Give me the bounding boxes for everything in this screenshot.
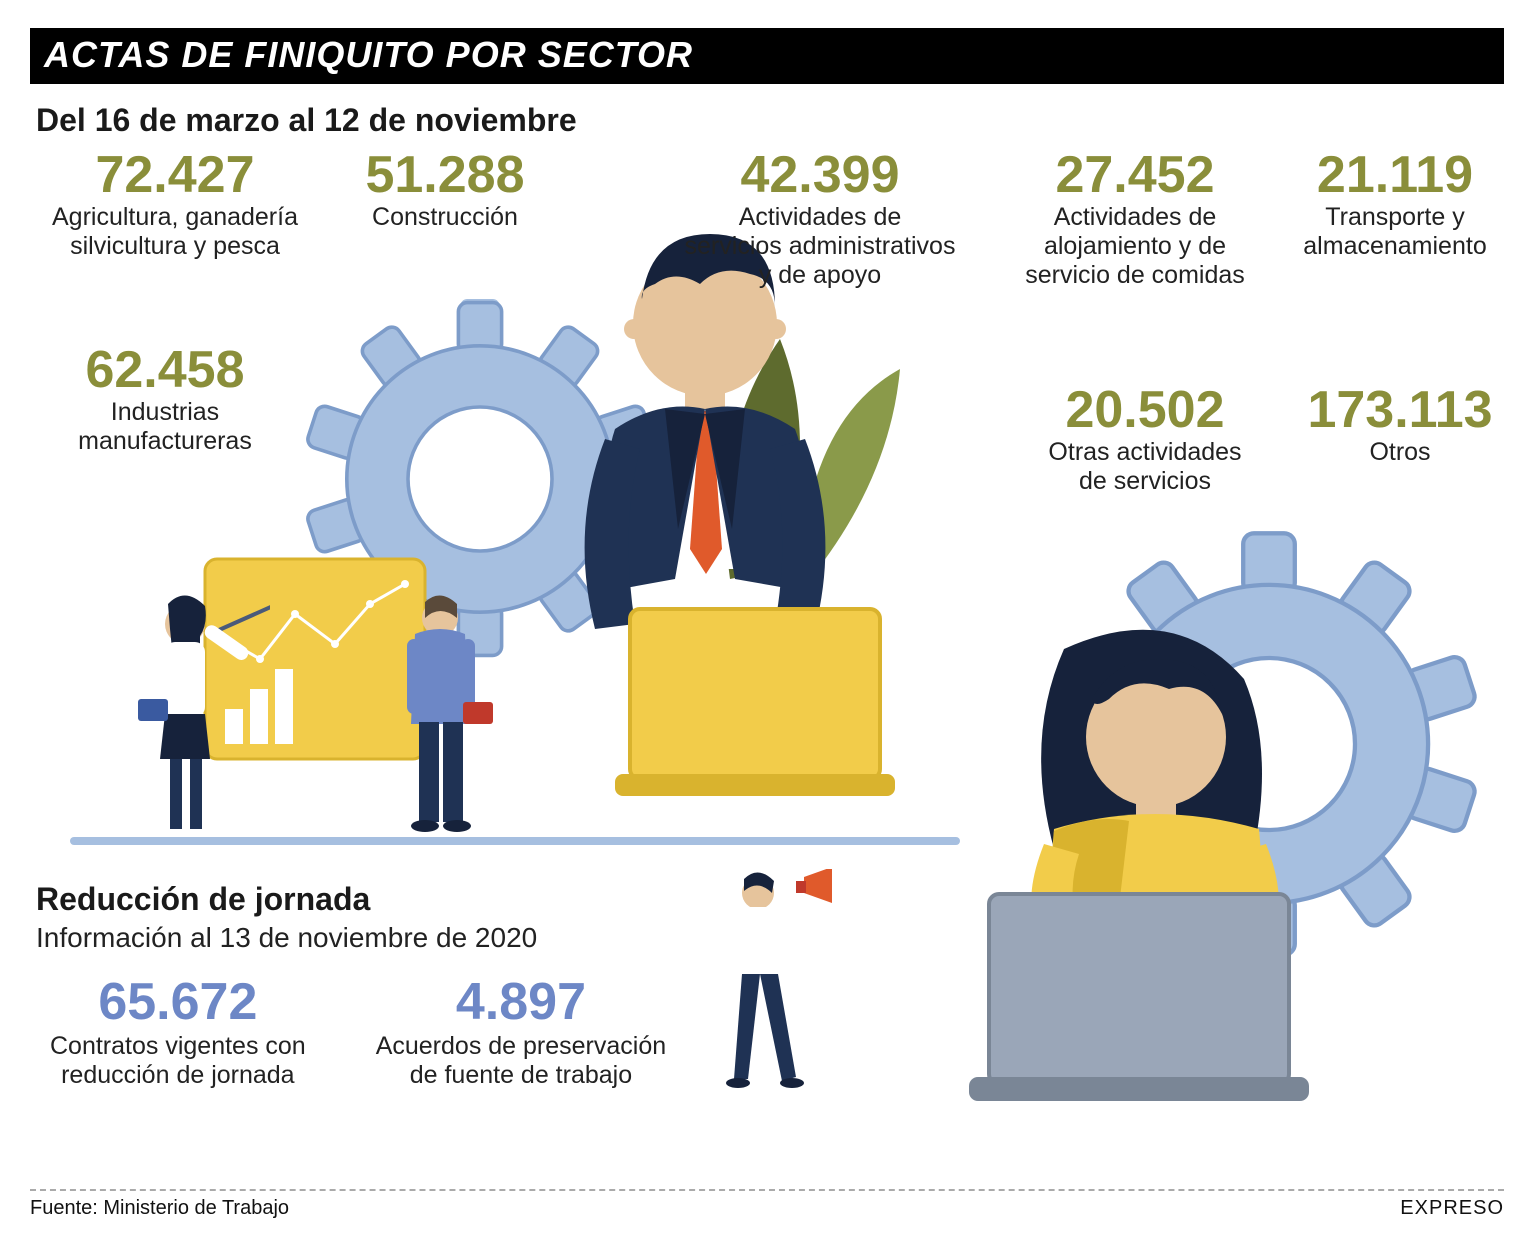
stat-label: Construcción: [330, 203, 560, 232]
stat-transporte: 21.119 Transporte yalmacenamiento: [1280, 149, 1510, 261]
stat-otras-servicios: 20.502 Otras actividadesde servicios: [1015, 384, 1275, 496]
stat-acuerdos: 4.897 Acuerdos de preservaciónde fuente …: [376, 972, 666, 1090]
footer: Fuente: Ministerio de Trabajo EXPRESO: [30, 1189, 1504, 1220]
section2-title: Reducción de jornada: [36, 881, 810, 918]
stat-otros: 173.113 Otros: [1285, 384, 1515, 467]
section2: Reducción de jornada Información al 13 d…: [30, 869, 810, 1090]
stat-agricultura: 72.427 Agricultura, ganaderíasilvicultur…: [30, 149, 320, 261]
stat-value: 27.452: [1000, 149, 1270, 201]
stat-label: Actividades dealojamiento y deservicio d…: [1000, 203, 1270, 289]
presenter-woman-icon: [130, 594, 270, 854]
standing-man-icon: [385, 594, 515, 854]
stat-manufactureras: 62.458 Industriasmanufactureras: [40, 344, 290, 456]
stat-alojamiento: 27.452 Actividades dealojamiento y deser…: [1000, 149, 1270, 289]
stat-label: Otras actividadesde servicios: [1015, 438, 1275, 496]
gear-right-icon: [1054, 529, 1484, 959]
main-title: ACTAS DE FINIQUITO POR SECTOR: [44, 34, 693, 75]
stat-label: Industriasmanufactureras: [40, 398, 290, 456]
stat-contratos: 65.672 Contratos vigentes conreducción d…: [50, 972, 306, 1090]
stat-value: 62.458: [40, 344, 290, 396]
stat-value: 21.119: [1280, 149, 1510, 201]
footer-source: Fuente: Ministerio de Trabajo: [30, 1197, 289, 1220]
stat-label: Contratos vigentes conreducción de jorna…: [50, 1032, 306, 1090]
stat-servicios-admin: 42.399 Actividades deservicios administr…: [670, 149, 970, 289]
chart-board-icon: [195, 549, 445, 799]
section2-subtitle: Información al 13 de noviembre de 2020: [36, 922, 810, 954]
stat-label: Agricultura, ganaderíasilvicultura y pes…: [30, 203, 320, 261]
stat-value: 4.897: [376, 972, 666, 1032]
footer-brand: EXPRESO: [1400, 1197, 1504, 1220]
stat-value: 173.113: [1285, 384, 1515, 436]
stat-construccion: 51.288 Construcción: [330, 149, 560, 232]
leaves-icon: [670, 319, 930, 599]
stat-value: 51.288: [330, 149, 560, 201]
stat-label: Actividades deservicios administrativosy…: [670, 203, 970, 289]
stat-value: 65.672: [50, 972, 306, 1032]
woman-laptop-icon: [904, 619, 1384, 1119]
section1-subtitle: Del 16 de marzo al 12 de noviembre: [36, 102, 1504, 139]
title-bar: ACTAS DE FINIQUITO POR SECTOR: [30, 28, 1504, 84]
infographic-canvas: 72.427 Agricultura, ganaderíasilvicultur…: [30, 149, 1504, 1019]
stat-value: 42.399: [670, 149, 970, 201]
stat-label: Transporte yalmacenamiento: [1280, 203, 1510, 261]
suited-man-icon: [500, 229, 920, 849]
gear-left-icon: [300, 299, 660, 659]
ground-line: [70, 837, 960, 845]
stat-label: Acuerdos de preservaciónde fuente de tra…: [376, 1032, 666, 1090]
stat-value: 72.427: [30, 149, 320, 201]
stat-value: 20.502: [1015, 384, 1275, 436]
stat-label: Otros: [1285, 438, 1515, 467]
